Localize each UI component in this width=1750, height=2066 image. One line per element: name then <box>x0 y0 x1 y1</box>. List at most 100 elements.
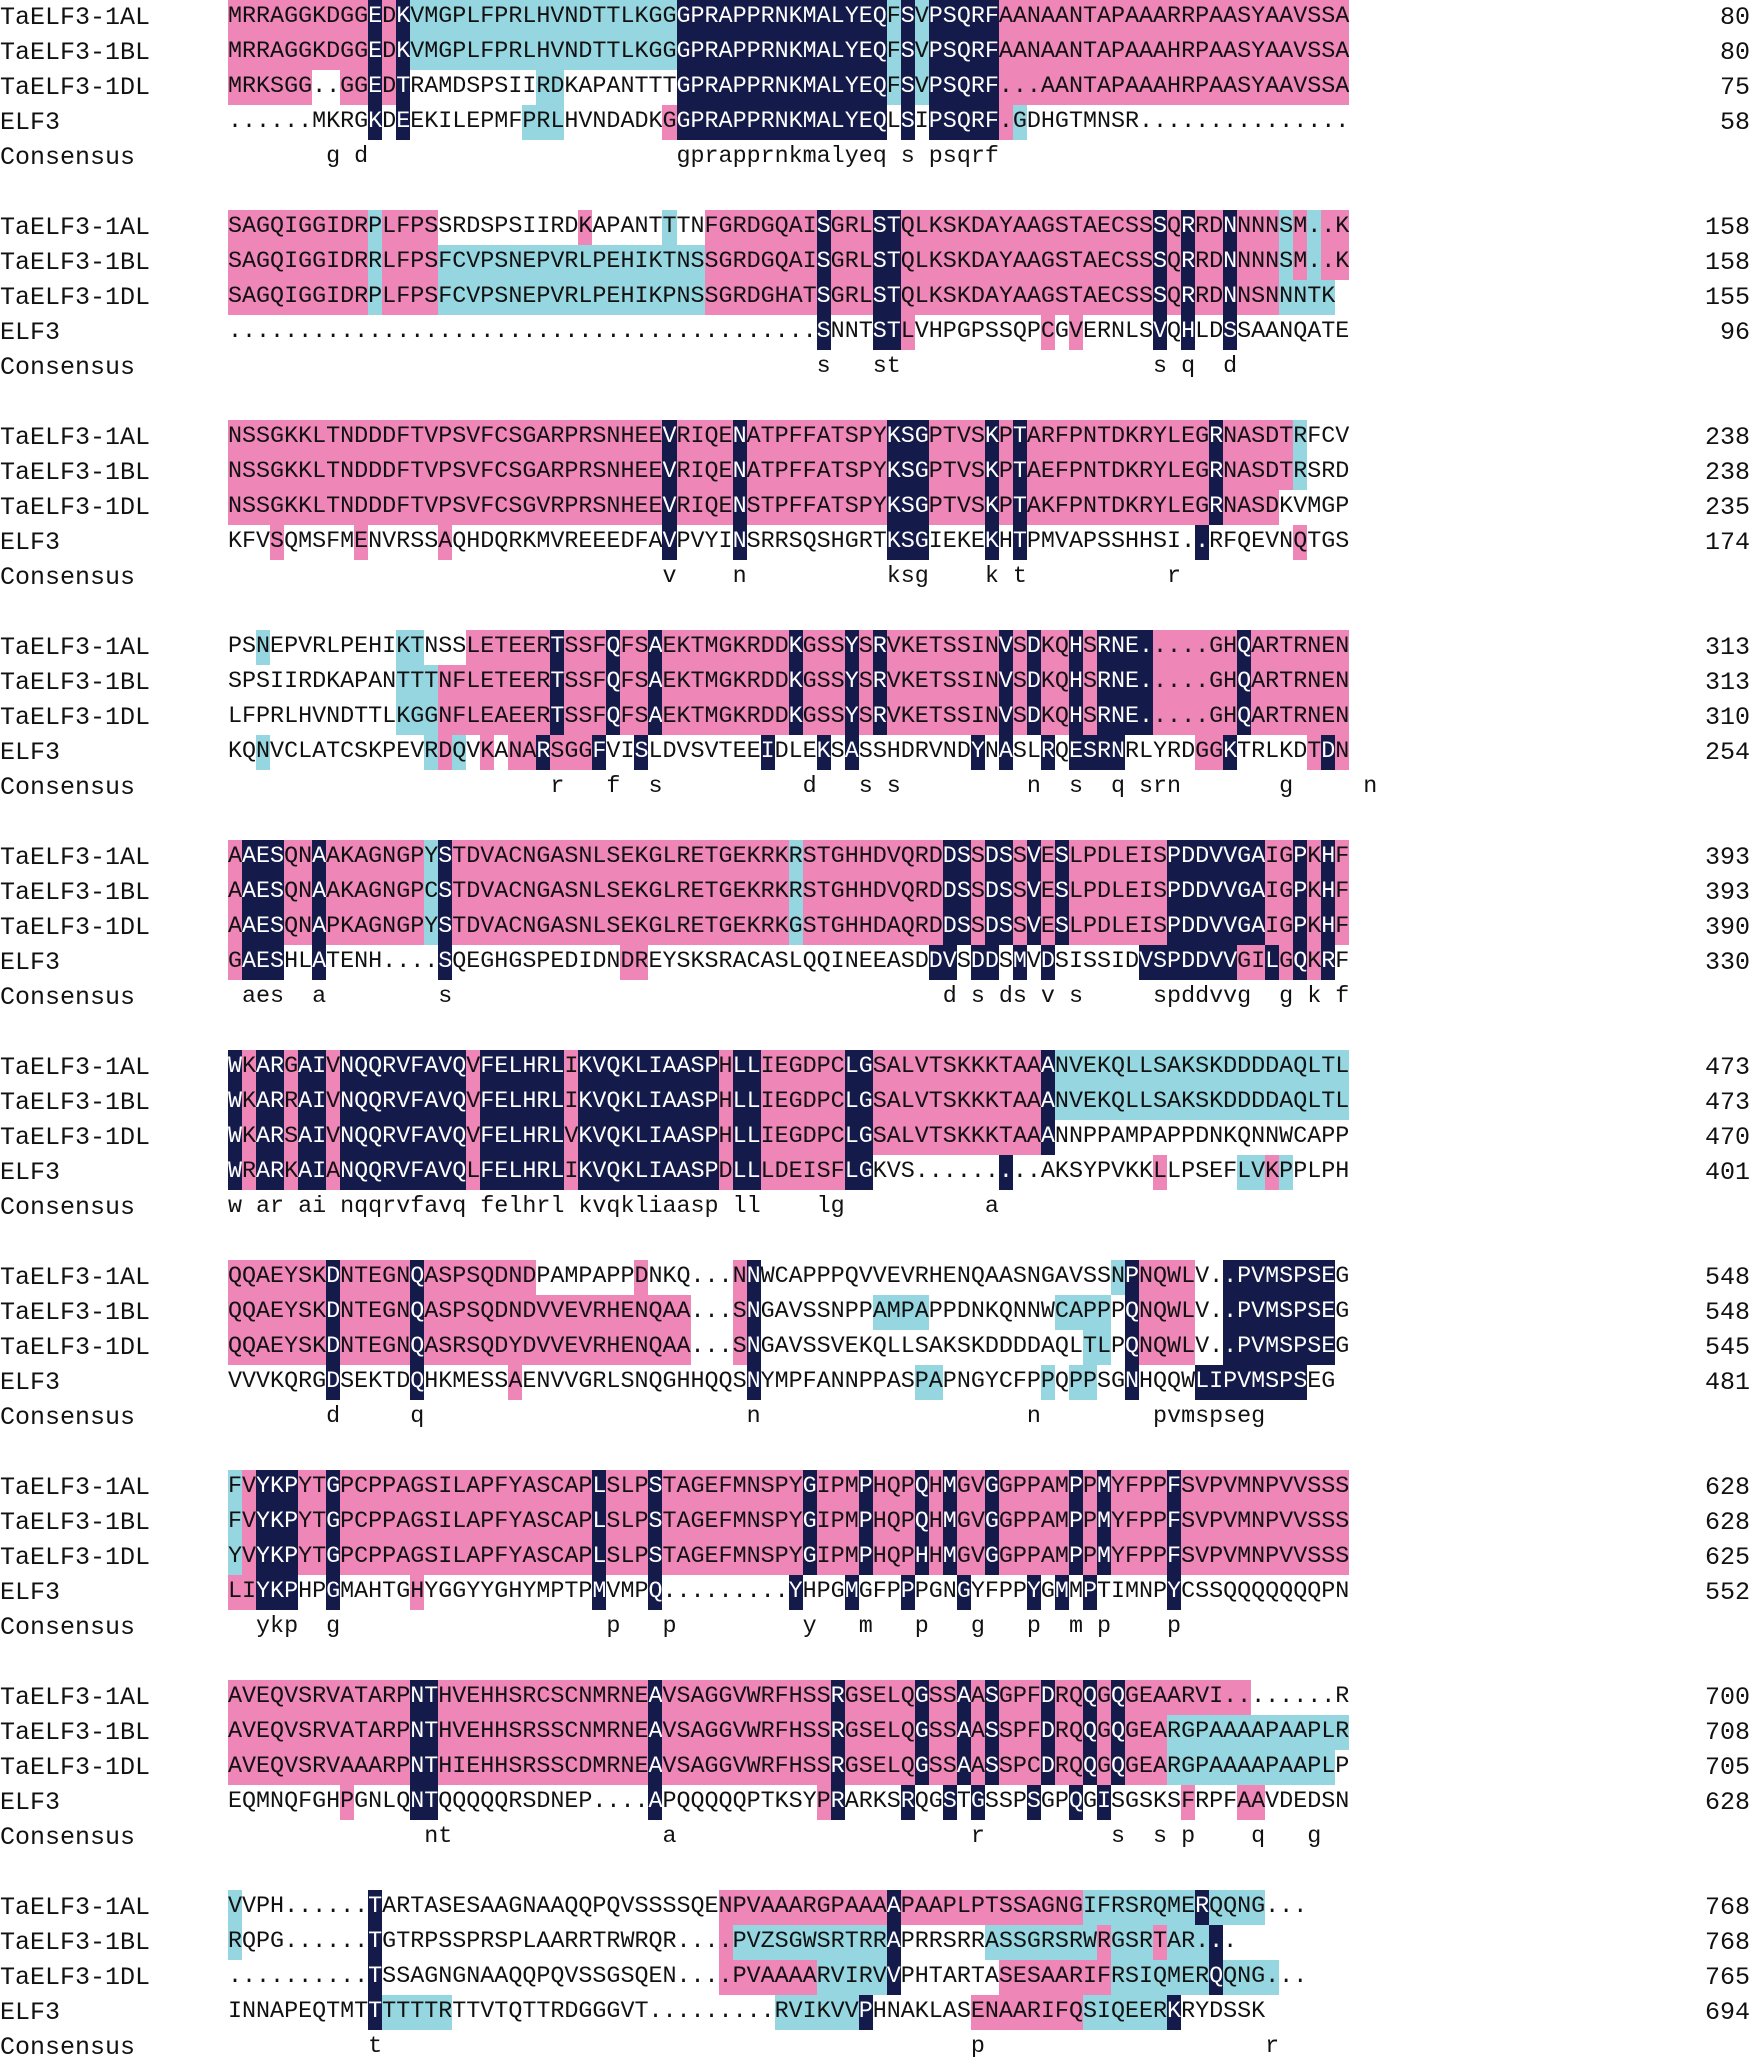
residue: . <box>732 1579 747 1605</box>
residue: S <box>578 630 592 665</box>
residue: L <box>662 875 677 910</box>
residue: A <box>298 1120 312 1155</box>
sequence-row: TaELF3-1AL A A E S Q N A A K A G N G P Y S T D V A C N G A S N L S E K… <box>0 840 1750 875</box>
residue: Q <box>1293 1050 1307 1085</box>
residue: R <box>872 665 887 700</box>
residue: N <box>1265 245 1279 280</box>
residue: A <box>1265 70 1279 105</box>
residue: T <box>704 875 719 910</box>
residue: . <box>340 1894 355 1920</box>
residue: A <box>312 910 326 945</box>
residue: P <box>1110 70 1125 105</box>
consensus-residue <box>228 1820 242 1855</box>
residue: E <box>872 949 887 975</box>
residue: N <box>1223 280 1237 315</box>
residue: R <box>760 529 775 555</box>
residue: F <box>452 665 466 700</box>
residue: T <box>368 1995 382 2030</box>
consensus-residue <box>466 1400 480 1435</box>
residue: S <box>340 1369 355 1395</box>
residue: N <box>508 280 522 315</box>
residue: S <box>1279 1295 1293 1330</box>
consensus-residue <box>452 1610 466 1645</box>
consensus-residue <box>424 770 438 805</box>
residue: D <box>746 280 761 315</box>
consensus-residue: s <box>1223 1404 1238 1430</box>
residue: K <box>312 35 326 70</box>
residue: . <box>1167 665 1181 700</box>
residue: K <box>270 1470 284 1505</box>
residue: S <box>578 665 592 700</box>
residue: Q <box>1153 1330 1167 1365</box>
consensus-residue <box>1055 1820 1069 1855</box>
residue: P <box>368 1540 382 1575</box>
residue: S <box>858 739 873 765</box>
residue: S <box>1335 1540 1349 1575</box>
consensus-residue <box>550 1820 564 1855</box>
residue: F <box>396 245 410 280</box>
residue: K <box>1181 1085 1195 1120</box>
residue: G <box>760 1299 775 1325</box>
residue: . <box>578 319 593 345</box>
residue: S <box>242 420 256 455</box>
residue: Q <box>1307 1579 1322 1605</box>
residue: T <box>928 700 943 735</box>
residue: Q <box>1110 1085 1125 1120</box>
residue: K <box>1125 455 1139 490</box>
residue: K <box>788 630 803 665</box>
consensus-residue: r <box>270 1194 285 1220</box>
residue: R <box>410 1929 425 1955</box>
residue: T <box>942 420 957 455</box>
residue: S <box>1223 315 1237 350</box>
residue: L <box>522 1929 537 1955</box>
residue: K <box>326 109 341 135</box>
consensus-residue <box>606 140 620 175</box>
residue: . <box>242 319 257 345</box>
residue: E <box>1321 700 1335 735</box>
residue: S <box>634 700 649 735</box>
residue: H <box>438 1680 452 1715</box>
residue: S <box>424 529 439 555</box>
residue: R <box>452 214 467 240</box>
residue: H <box>690 1369 705 1395</box>
residue: A <box>1012 35 1027 70</box>
residue: A <box>424 1894 439 1920</box>
residue: A <box>326 875 340 910</box>
consensus-residue <box>761 1820 775 1855</box>
residue: . <box>480 319 495 345</box>
residue: P <box>928 1299 943 1325</box>
consensus-residue <box>691 560 705 595</box>
sequence-row: TaELF3-1DL A V E Q V S R V A A A R P N T H I E H H S R S S C D M R N E… <box>0 1750 1750 1785</box>
residue: A <box>886 1925 901 1960</box>
residue: P <box>634 1470 649 1505</box>
residue: L <box>830 35 845 70</box>
residue: G <box>1279 840 1293 875</box>
residue: P <box>858 1299 873 1325</box>
residue: N <box>984 630 999 665</box>
consensus-residue <box>1335 1820 1349 1855</box>
residue: H <box>928 319 943 345</box>
consensus-residue <box>943 770 957 805</box>
residue: P <box>1153 1540 1167 1575</box>
residue: S <box>844 420 859 455</box>
residue: N <box>1265 210 1279 245</box>
residue: . <box>340 1929 355 1955</box>
residue: F <box>620 630 634 665</box>
residue: N <box>634 1330 649 1365</box>
consensus-residue <box>620 140 634 175</box>
residue: A <box>774 1299 789 1325</box>
residue: T <box>928 665 943 700</box>
consensus-residue <box>1055 2030 1069 2065</box>
residue: E <box>270 1260 284 1295</box>
residue: D <box>1195 1124 1210 1150</box>
residue: S <box>452 420 466 455</box>
residue: . <box>1139 630 1153 665</box>
residue: K <box>578 1120 592 1155</box>
residue: M <box>592 1575 606 1610</box>
residue: G <box>270 455 284 490</box>
residue: . <box>1181 700 1195 735</box>
residue: G <box>1195 735 1209 770</box>
residue: A <box>676 1505 691 1540</box>
residue: S <box>1082 1995 1097 2030</box>
